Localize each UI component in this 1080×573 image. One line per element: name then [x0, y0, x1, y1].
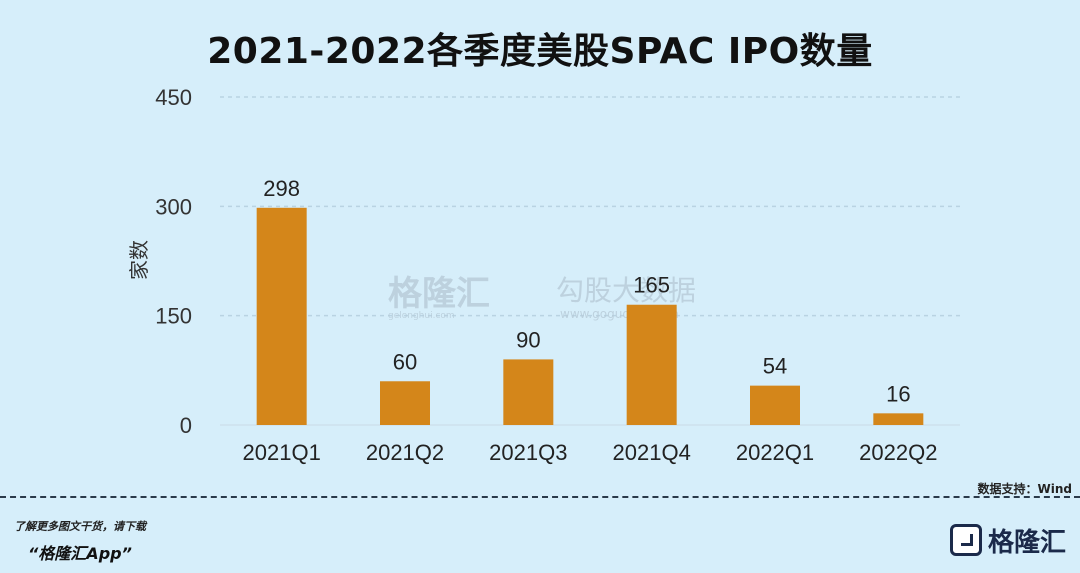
y-tick-label: 450 — [155, 85, 192, 110]
y-tick-label: 150 — [155, 304, 192, 329]
gridlines — [220, 96, 960, 426]
bar-value-label: 60 — [393, 349, 417, 374]
bar — [503, 359, 554, 425]
bar — [626, 304, 677, 425]
bars — [256, 207, 924, 425]
x-tick-label: 2021Q2 — [366, 440, 444, 465]
brand-name: 格隆汇 — [987, 527, 1066, 558]
bar-value-label: 165 — [633, 273, 670, 298]
y-axis-label: 家数 — [127, 240, 151, 280]
footer-note: 了解更多图文干货，请下载 — [14, 520, 146, 533]
x-tick-label: 2021Q3 — [489, 440, 567, 465]
category-labels: 2021Q1 2021Q2 2021Q3 2021Q4 2022Q1 2022Q2 — [243, 440, 938, 465]
watermark-tagline: 勾股大数据 — [556, 274, 696, 307]
data-source: 数据支持：Wind — [977, 482, 1072, 496]
x-tick-label: 2021Q4 — [613, 440, 691, 465]
chart-title: 2021-2022各季度美股SPAC IPO数量 — [207, 31, 873, 72]
y-axis: 0 150 300 450 — [155, 85, 192, 438]
brand-logo: 格隆汇 — [949, 520, 1066, 560]
watermark: 格隆汇 gelonghui.com 勾股大数据 www.gogudata.com — [388, 274, 696, 321]
bar-value-label: 90 — [516, 327, 540, 352]
x-tick-label: 2021Q1 — [243, 440, 321, 465]
bar-value-label: 298 — [263, 176, 300, 201]
bar — [256, 207, 307, 425]
y-tick-label: 300 — [155, 194, 192, 219]
y-tick-label: 0 — [180, 413, 192, 438]
x-tick-label: 2022Q1 — [736, 440, 814, 465]
value-labels: 298 60 90 165 54 16 — [263, 176, 910, 407]
watermark-sub: gelonghui.com — [388, 311, 455, 321]
x-tick-label: 2022Q2 — [859, 440, 937, 465]
bar-value-label: 54 — [763, 354, 787, 379]
footer-app-name: “格隆汇App” — [28, 544, 132, 563]
bar — [750, 385, 800, 425]
brand-icon — [949, 524, 982, 556]
bar-chart: 格隆汇 gelonghui.com 勾股大数据 www.gogudata.com… — [127, 85, 960, 465]
bar — [380, 381, 430, 425]
footer-divider — [0, 496, 1080, 498]
watermark-brand: 格隆汇 — [388, 274, 490, 314]
bar-value-label: 16 — [886, 381, 910, 406]
bar — [873, 413, 924, 425]
